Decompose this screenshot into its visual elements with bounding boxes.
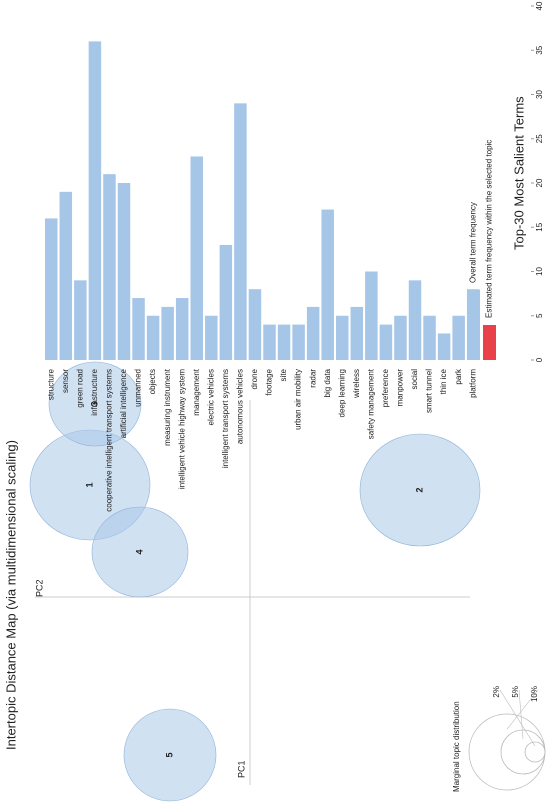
legend-label: 10% [530,686,539,702]
bar [263,324,276,360]
term-label: safety management [366,368,375,439]
term-label: cooperative intelligent transport system… [105,369,114,512]
bar [205,315,218,360]
bar [88,41,102,361]
term-label: drone [250,368,259,389]
topic-circle [91,506,189,598]
bar [132,298,145,360]
bar [423,315,436,360]
term-label: electric vehicles [206,369,215,425]
chart-title: Top-30 Most Salient Terms [511,96,526,250]
topic-circle [359,433,481,547]
y-tick-label: 35 [535,45,544,54]
bar [45,218,58,360]
y-tick-label: 25 [535,134,544,143]
topic-label: 4 [134,549,144,554]
term-label: objects [148,369,157,394]
topic-circle [123,708,217,802]
term-label: artificial intelligence [119,368,128,438]
legend-label: Estimated term frequency within the sele… [485,140,494,318]
term-label: thin ice [439,368,448,394]
term-label: management [192,368,201,415]
term-label: structure [46,368,55,400]
term-label: autonomous vehicles [236,369,245,444]
y-tick-label: 0 [535,357,544,362]
term-label: platform [468,369,477,398]
legend-label: 5% [511,686,520,698]
pc1-label: PC1 [236,760,246,778]
legend-title: Marginal topic distribution [452,701,461,792]
term-label: measuring instrument [163,368,172,446]
bar [365,271,378,360]
bar [379,324,393,360]
bar [103,174,116,360]
term-label: green road [75,369,84,408]
legend-swatch [483,325,496,360]
topic-label: 1 [84,482,94,487]
term-label: intelligent transport systems [221,369,230,468]
term-label: intelligent vehicle highway system [177,369,186,489]
legend-circle [524,741,546,763]
term-label: radar [308,369,317,388]
topic-label: 5 [164,752,174,757]
bar [161,306,174,360]
y-tick-label: 20 [535,178,544,187]
term-label: smart tunnel [425,369,434,413]
topic-label: 3 [89,401,99,406]
y-tick-label: 5 [535,313,544,318]
bar [59,191,73,360]
term-label: park [454,368,463,385]
y-tick-label: 10 [535,267,544,276]
topic-label: 2 [414,487,424,492]
bar [175,298,189,360]
bar [74,280,87,360]
legend-label: 2% [492,686,501,698]
bar [350,306,364,360]
y-tick-label: 30 [535,90,544,99]
legend-circle [468,713,546,791]
bar [306,306,320,360]
legend-swatch [467,290,480,360]
legend-label: Overall term frequency [469,202,478,283]
term-label: site [279,368,288,381]
topic-circle [48,361,142,447]
term-label: wireless [352,369,361,399]
term-label: big data [323,368,332,397]
term-label: unmanned [134,369,143,407]
bar [437,333,451,360]
bar [117,183,131,360]
term-label: sensor [61,369,70,393]
bar [321,209,334,360]
term-label: deep learning [337,369,346,417]
legend-leader [499,689,536,747]
bar [336,315,349,360]
bar [234,103,247,360]
bar [292,324,305,360]
term-label: manpower [396,369,405,407]
legend-leader [506,689,539,730]
term-label: preference [381,368,390,407]
y-tick-label: 40 [535,1,544,10]
bar [277,324,291,360]
legend-leader [518,689,524,739]
pc2-label: PC2 [34,579,44,597]
term-label: urban air mobility [294,369,303,430]
bar [219,244,233,360]
term-label: footage [265,368,274,395]
bar [452,315,465,360]
bar [408,280,422,360]
bar [248,289,262,360]
bar [394,315,407,360]
y-tick-label: 15 [535,222,544,231]
term-label: social [410,369,419,390]
chart-title: Intertopic Distance Map (via multidimens… [3,440,18,750]
bar [190,156,203,360]
term-label: infrastructure [90,368,99,415]
bar [146,315,160,360]
